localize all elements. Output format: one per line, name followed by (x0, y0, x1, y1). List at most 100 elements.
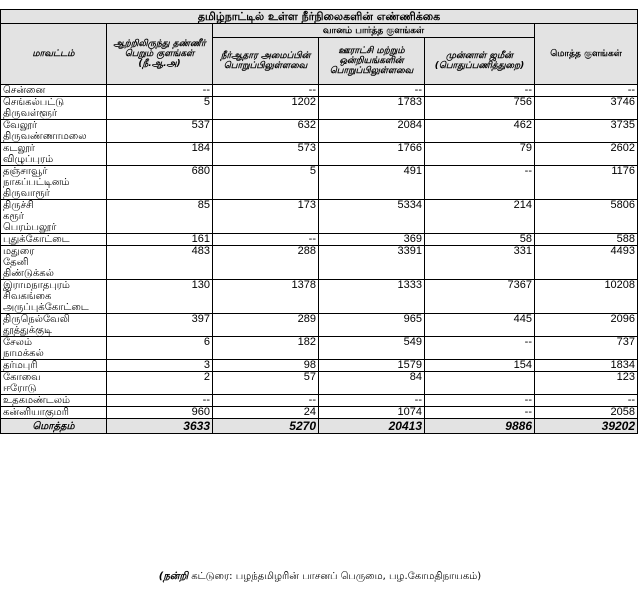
value-cell-river: 184 (106, 142, 213, 166)
district-name: சிவகங்கை (3, 291, 52, 302)
district-cell: இராமநாதபுரம் சிவகங்கை அருப்புக்கோட்டை (0, 279, 107, 314)
district-cell: செங்கல்பட்டு திருவள்ளூர் (0, 96, 107, 120)
value-cell-pwd: 182 (212, 336, 319, 360)
district-name: நாகப்பட்டினம் (3, 177, 70, 188)
value-cell-zamin: 154 (424, 359, 535, 372)
district-cell: சேலம் நாமக்கல் (0, 336, 107, 360)
value-cell-river: 6 (106, 336, 213, 360)
district-name: திண்டுக்கல் (3, 268, 54, 279)
value-cell-pwd: 288 (212, 245, 319, 280)
district-name: வேலூர் (3, 120, 38, 132)
header-panchayat: ஊராட்சி மற்றும் ஒன்றியங்களின் பொறுப்பிலு… (318, 37, 425, 85)
district-name: தேனி (3, 257, 29, 268)
value-cell-total: 2058 (533, 406, 639, 419)
value-cell-zamin: 462 (424, 119, 535, 143)
value-cell-total: -- (533, 84, 639, 97)
value-cell-river: 397 (106, 313, 213, 337)
value-cell-pwd: 632 (212, 119, 319, 143)
district-name: உதகமண்டலம் (3, 395, 71, 406)
value-cell-river: 130 (106, 279, 213, 314)
value-cell-river: -- (106, 394, 213, 407)
value-cell-panchayat: 3391 (318, 245, 425, 280)
value-cell-panchayat: -- (318, 394, 425, 407)
total-label: மொத்தம் (0, 418, 107, 434)
district-name: கரூர் (3, 211, 24, 222)
total-row: மொத்தம் 3633 5270 20413 9886 39202 (0, 418, 639, 434)
district-name: ஈரோடு (3, 383, 37, 394)
table-row: கோவை ஈரோடு 2 57 84 123 (0, 371, 639, 395)
district-name: சேலம் (3, 337, 32, 349)
table-row: சென்னை -- -- -- -- -- (0, 84, 639, 97)
table-row: திருச்சி கரூர் பெரம்பலூர் 85 173 5334 214 5806 (0, 199, 639, 234)
total-pwd: 5270 (212, 418, 319, 434)
value-cell-river: 2 (106, 371, 213, 395)
value-cell-total: 588 (533, 233, 639, 246)
water-bodies-table: தமிழ்நாட்டில் உள்ள நீர்நிலைகளின் எண்ணிக்… (0, 9, 639, 434)
value-cell-pwd: -- (212, 233, 319, 246)
district-name: விழுப்புரம் (3, 154, 54, 165)
header-total: மொத்த குளங்கள் (533, 23, 639, 85)
table-row: சேலம் நாமக்கல் 6 182 549 -- 737 (0, 336, 639, 360)
value-cell-river: 960 (106, 406, 213, 419)
value-cell-river: 483 (106, 245, 213, 280)
district-name: திருச்சி (3, 200, 34, 212)
value-cell-pwd: -- (212, 84, 319, 97)
value-cell-total: 3746 (533, 96, 639, 120)
value-cell-panchayat: 1333 (318, 279, 425, 314)
value-cell-zamin: 214 (424, 199, 535, 234)
district-cell: திருச்சி கரூர் பெரம்பலூர் (0, 199, 107, 234)
district-cell: உதகமண்டலம் (0, 394, 107, 407)
value-cell-zamin: 7367 (424, 279, 535, 314)
value-cell-panchayat: -- (318, 84, 425, 97)
table-row: புதுக்கோட்டை 161 -- 369 58 588 (0, 233, 639, 246)
value-cell-pwd: 289 (212, 313, 319, 337)
table-row: இராமநாதபுரம் சிவகங்கை அருப்புக்கோட்டை 130 13… (0, 279, 639, 314)
footnote-source: கட்டுரை: பழந்தமிழரின் பாசனப் பெருமை, பழ.… (188, 571, 482, 582)
value-cell-zamin: -- (424, 165, 535, 200)
value-cell-zamin: -- (424, 336, 535, 360)
value-cell-panchayat: 2084 (318, 119, 425, 143)
table-body: சென்னை -- -- -- -- -- செங்கல்பட்டு திருவள்ளூர் 5… (0, 84, 639, 419)
district-name: தஞ்சாவூர் (3, 166, 48, 178)
district-cell: வேலூர் திருவண்ணாமலை (0, 119, 107, 143)
district-name: கன்னியாகுமரி (3, 407, 69, 418)
district-name: சென்னை (3, 85, 46, 96)
header-river-fed: ஆற்றிலிருந்து தண்ணீர் பெறும் குளங்கள் (ந… (106, 23, 213, 85)
value-cell-total: 737 (533, 336, 639, 360)
header-rain-fed-group: வானம் பார்த்த குளங்கள் (212, 23, 535, 38)
value-cell-zamin: 58 (424, 233, 535, 246)
district-cell: கடலூர் விழுப்புரம் (0, 142, 107, 166)
value-cell-total: 123 (533, 371, 639, 395)
value-cell-panchayat: 1579 (318, 359, 425, 372)
value-cell-panchayat: 1783 (318, 96, 425, 120)
table-row: தஞ்சாவூர் நாகப்பட்டினம் திருவாரூர் 680 5 491-… (0, 165, 639, 200)
value-cell-zamin: 445 (424, 313, 535, 337)
value-cell-total: 10208 (533, 279, 639, 314)
total-panchayat: 20413 (318, 418, 425, 434)
table-row: மதுரை தேனி திண்டுக்கல் 483 288 3391 331 4493 (0, 245, 639, 280)
value-cell-panchayat: 1766 (318, 142, 425, 166)
district-name: இராமநாதபுரம் (3, 280, 70, 292)
table-title: தமிழ்நாட்டில் உள்ள நீர்நிலைகளின் எண்ணிக்… (0, 9, 639, 24)
header-pwd: நீர்ஆதார அமைப்பின் பொறுப்பிலுள்ளவை (212, 37, 319, 85)
value-cell-pwd: 1378 (212, 279, 319, 314)
value-cell-river: 3 (106, 359, 213, 372)
value-cell-river: 680 (106, 165, 213, 200)
value-cell-total: 4493 (533, 245, 639, 280)
value-cell-zamin: 331 (424, 245, 535, 280)
value-cell-total: 1176 (533, 165, 639, 200)
value-cell-zamin: 79 (424, 142, 535, 166)
header-zamin: முன்னாள் ஜமீன் (பொதுப்பணித்துறை) (424, 37, 535, 85)
value-cell-zamin: -- (424, 84, 535, 97)
value-cell-panchayat: 491 (318, 165, 425, 200)
district-name: அருப்புக்கோட்டை (3, 302, 89, 313)
value-cell-total: 2096 (533, 313, 639, 337)
value-cell-panchayat: 1074 (318, 406, 425, 419)
value-cell-total: 5806 (533, 199, 639, 234)
value-cell-total: 3735 (533, 119, 639, 143)
value-cell-river: -- (106, 84, 213, 97)
district-cell: கன்னியாகுமரி (0, 406, 107, 419)
value-cell-total: 1834 (533, 359, 639, 372)
value-cell-pwd: 98 (212, 359, 319, 372)
